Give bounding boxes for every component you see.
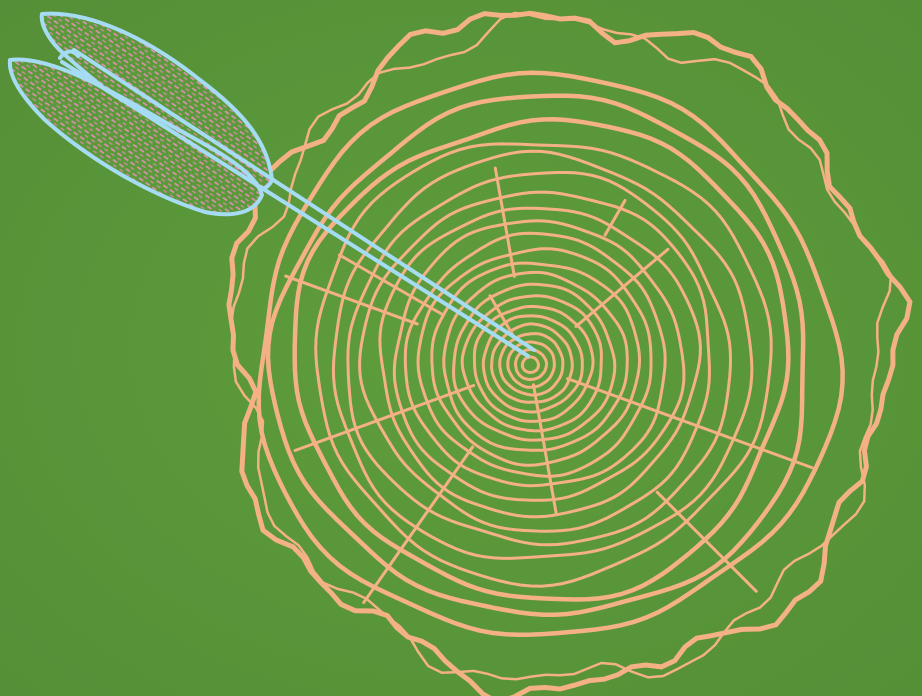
crack: [531, 383, 558, 515]
bark-edge: [226, 10, 913, 696]
tree-ring: [346, 171, 733, 547]
bark-edge: [230, 11, 893, 681]
tree-ring: [265, 93, 806, 618]
tree-ring: [490, 322, 574, 404]
tree-ring: [514, 348, 548, 381]
crack: [655, 490, 758, 593]
arrow-nock: [58, 49, 80, 60]
crack: [566, 377, 814, 470]
fletching-lower: [7, 57, 264, 217]
crack: [293, 384, 476, 453]
tree-ring: [520, 355, 540, 374]
tree-ring: [498, 332, 565, 397]
tree-ring: [416, 247, 653, 478]
arrow-shaft: [60, 48, 536, 358]
tree-ring: [256, 70, 845, 638]
crack: [284, 274, 419, 326]
tree-ring: [403, 231, 667, 488]
tree-ring: [358, 190, 711, 533]
arrow: [7, 11, 536, 358]
tree-ring: [392, 219, 686, 502]
tree-ring: [506, 340, 556, 389]
crack: [493, 166, 516, 278]
tree-ring: [331, 149, 754, 560]
crack: [574, 247, 670, 328]
crack: [337, 253, 445, 317]
tree-ring: [430, 261, 641, 467]
crack: [488, 294, 517, 341]
tree-ring: [292, 117, 791, 602]
tree-ring: [378, 206, 702, 519]
crack: [362, 445, 475, 605]
tree-stump: [226, 10, 913, 696]
tree-ring: [314, 142, 773, 588]
tree-ring: [452, 282, 617, 442]
tree-ring: [481, 314, 584, 414]
tree-ring: [472, 304, 595, 423]
crack: [603, 198, 627, 237]
tree-ring: [460, 294, 603, 433]
tree-ring: [442, 270, 629, 452]
